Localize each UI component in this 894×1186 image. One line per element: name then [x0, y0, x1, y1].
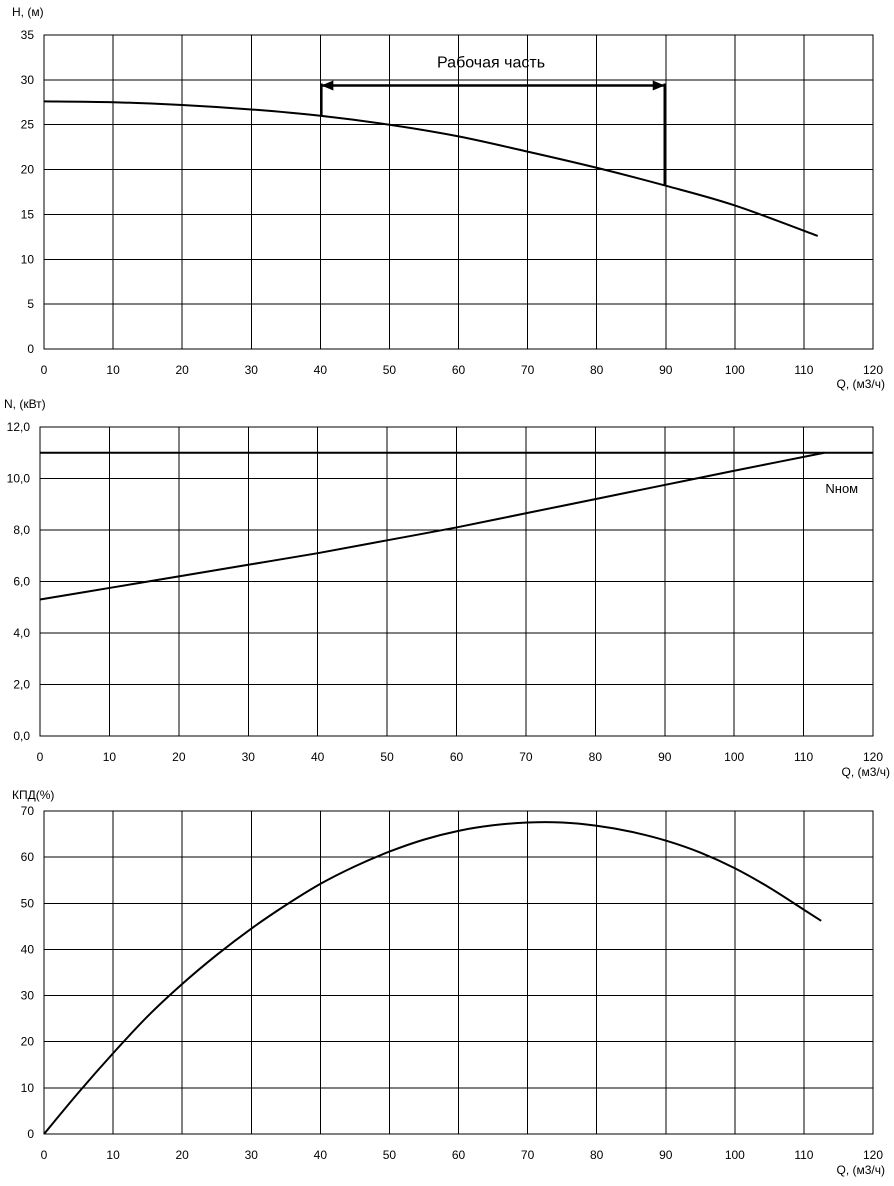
- x-tick-label: 110: [794, 363, 813, 377]
- x-tick-label: 10: [103, 750, 117, 764]
- x-tick-label: 30: [242, 750, 256, 764]
- x-tick-label: 110: [794, 750, 813, 764]
- y-tick-label: 25: [21, 118, 35, 132]
- x-tick-label: 50: [383, 363, 397, 377]
- x-tick-label: 20: [172, 750, 186, 764]
- efficiency-chart: 0 10 20 30 40 50 60 70 80 90 100 110 120 0 10 20 30 40 50 6…: [12, 788, 885, 1177]
- y-tick-label: 30: [21, 73, 35, 87]
- y-tick-label: 10,0: [7, 472, 31, 486]
- y-tick-label: 0,0: [13, 729, 30, 743]
- x-axis-label: Q, (м3/ч): [836, 377, 885, 391]
- series-line-0: [39, 451, 825, 601]
- plot-frame: [43, 34, 874, 350]
- x-axis-label: Q, (м3/ч): [836, 1163, 885, 1177]
- working-range-label: Рабочая часть: [437, 54, 545, 71]
- arrowhead-right-icon: [652, 80, 665, 91]
- y-tick-label: 10: [21, 1081, 35, 1095]
- y-tick-label: 20: [21, 163, 35, 177]
- x-tick-label: 50: [380, 750, 394, 764]
- x-tick-label: 120: [863, 363, 883, 377]
- y-tick-label: 40: [21, 942, 35, 956]
- x-tick-label: 100: [725, 1148, 745, 1162]
- arrowhead-left-icon: [321, 80, 334, 91]
- x-tick-label: 70: [521, 363, 535, 377]
- x-tick-label: 70: [519, 750, 533, 764]
- y-tick-label: 2,0: [13, 678, 30, 692]
- y-tick-label: 4,0: [13, 626, 30, 640]
- plot-frame: [39, 426, 874, 737]
- y-tick-label: 35: [21, 28, 35, 42]
- x-tick-label: 40: [314, 363, 328, 377]
- y-tick-label: 5: [27, 297, 34, 311]
- x-tick-label: 100: [725, 363, 745, 377]
- power-chart: 0 10 20 30 40 50 60 70 80 90 100 110 120 0,0 2,0 4,0 6,0…: [4, 397, 890, 779]
- x-tick-label: 30: [245, 1148, 259, 1162]
- x-tick-label: 110: [794, 1148, 813, 1162]
- x-tick-label: 20: [175, 1148, 189, 1162]
- x-tick-label: 100: [724, 750, 744, 764]
- head-chart: 0 10 20 30 40 50 60 70 80 90 100 110 120 0 5 10 15 20 25 30…: [12, 5, 885, 391]
- y-tick-label: 70: [21, 804, 35, 818]
- x-tick-label: 60: [452, 363, 466, 377]
- x-tick-label: 50: [383, 1148, 397, 1162]
- x-tick-label: 90: [659, 1148, 673, 1162]
- y-tick-label: 30: [21, 989, 35, 1003]
- x-tick-label: 30: [245, 363, 259, 377]
- plot-frame: [43, 810, 874, 1135]
- y-tick-label: 10: [21, 252, 35, 266]
- x-tick-label: 90: [658, 750, 672, 764]
- x-tick-label: 10: [106, 363, 120, 377]
- x-tick-label: 120: [863, 750, 883, 764]
- x-tick-label: 120: [863, 1148, 883, 1162]
- y-tick-label: 0: [27, 342, 34, 356]
- y-axis-label: H, (м): [12, 5, 44, 19]
- x-axis-label: Q, (м3/ч): [841, 765, 890, 779]
- x-tick-label: 80: [589, 750, 603, 764]
- x-tick-label: 0: [41, 1148, 48, 1162]
- series-line-0: [43, 821, 822, 1135]
- y-tick-label: 15: [21, 207, 35, 221]
- y-tick-label: 8,0: [13, 523, 30, 537]
- y-axis-label: N, (кВт): [4, 397, 46, 411]
- y-axis-label: КПД(%): [12, 788, 54, 802]
- x-tick-label: 60: [450, 750, 464, 764]
- y-tick-label: 12,0: [7, 420, 31, 434]
- x-tick-label: 80: [590, 363, 604, 377]
- x-tick-label: 80: [590, 1148, 604, 1162]
- x-tick-label: 70: [521, 1148, 535, 1162]
- y-tick-label: 50: [21, 896, 35, 910]
- x-tick-label: 0: [37, 750, 44, 764]
- series-line-0: [43, 100, 819, 237]
- x-tick-label: 60: [452, 1148, 466, 1162]
- y-tick-label: 20: [21, 1035, 35, 1049]
- x-tick-label: 0: [41, 363, 48, 377]
- y-tick-label: 6,0: [13, 575, 30, 589]
- x-tick-label: 10: [106, 1148, 120, 1162]
- x-tick-label: 20: [175, 363, 189, 377]
- y-tick-label: 60: [21, 850, 35, 864]
- nominal-power-label: Nном: [825, 481, 858, 496]
- x-tick-label: 90: [659, 363, 673, 377]
- x-tick-label: 40: [314, 1148, 328, 1162]
- x-tick-label: 40: [311, 750, 325, 764]
- y-tick-label: 0: [27, 1127, 34, 1141]
